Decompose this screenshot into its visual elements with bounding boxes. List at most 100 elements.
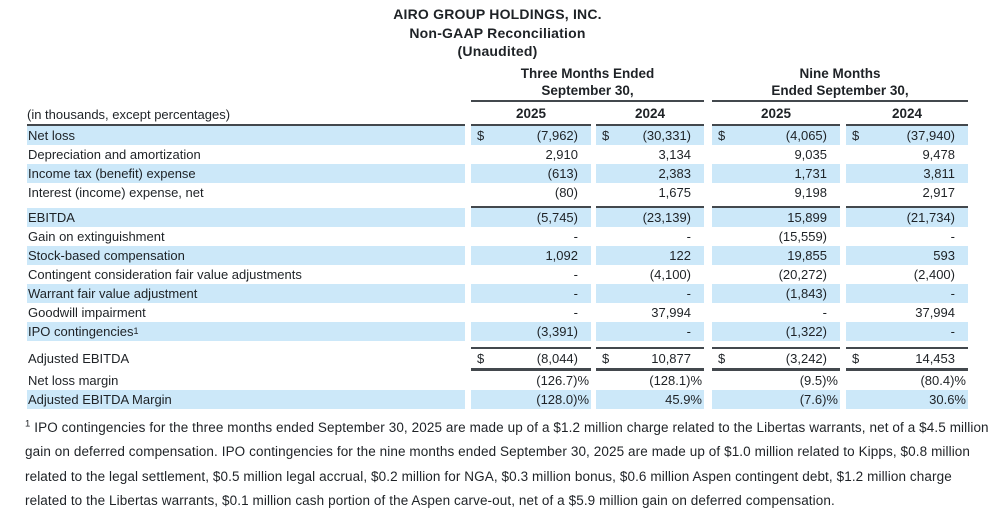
cell-value: (80.4)%: [920, 372, 966, 388]
value-cell: -: [596, 321, 704, 341]
subtotal-rule: [27, 367, 968, 371]
value-cell: (613): [471, 163, 591, 183]
value-cell: (1,322): [712, 321, 840, 341]
value-cell: (2,400): [846, 265, 968, 284]
table-row: Net loss $ (7,962) $ (30,331) $ (4,065) $ (37,94…: [27, 125, 968, 145]
value-cell: $14,453: [846, 349, 968, 368]
value-cell: (1,843): [712, 283, 840, 303]
value-cell: 1,731: [712, 163, 840, 183]
value-cell: (128.0)%: [471, 389, 591, 409]
cell-value: (21,734): [906, 209, 955, 225]
cell-value: 45.9%: [665, 391, 702, 407]
value-cell: $ (37,940): [846, 125, 968, 145]
cell-value: 30.6%: [929, 391, 966, 407]
rule-segment: [596, 205, 704, 208]
row-label-text: Contingent consideration fair value adju…: [28, 266, 302, 282]
row-label-text: Warrant fair value adjustment: [28, 285, 198, 301]
rule-segment: [596, 367, 704, 371]
rule-segment: [712, 205, 840, 208]
value-cell: 37,994: [846, 303, 968, 322]
value-cell: 37,994: [596, 303, 704, 322]
table-header: (in thousands, except percentages) Three…: [27, 63, 968, 126]
document-header: AIRO GROUP HOLDINGS, INC. Non-GAAP Recon…: [27, 0, 968, 61]
value-cell: -: [471, 227, 591, 246]
year-column-header: 2024: [596, 102, 704, 126]
cell-value: (613): [547, 165, 578, 181]
value-cell: $ (7,962): [471, 125, 591, 145]
rule-segment: [712, 367, 840, 371]
row-label: Warrant fair value adjustment: [27, 283, 465, 303]
value-cell: (23,139): [596, 207, 704, 227]
cell-value: 1,092: [545, 247, 578, 263]
cell-value: 9,198: [794, 184, 827, 200]
value-cell: 2,383: [596, 163, 704, 183]
cell-value: 2,383: [658, 165, 691, 181]
row-label-text: IPO contingencies: [28, 323, 134, 339]
rule-segment: [846, 205, 968, 208]
value-cell: 1,092: [471, 245, 591, 265]
rule-segment: [596, 346, 704, 349]
row-label: Net loss: [27, 125, 465, 145]
table-row: Adjusted EBITDA $ (8,044) $10,877 $ (3,242) $1…: [27, 349, 968, 368]
value-cell: 19,855: [712, 245, 840, 265]
value-cell: (126.7)%: [471, 371, 591, 390]
value-cell: -: [596, 227, 704, 246]
row-label: Gain on extinguishment: [27, 227, 465, 246]
value-cell: 2,917: [846, 183, 968, 202]
rule-segment: [471, 346, 591, 349]
cell-value: (1,322): [785, 323, 827, 339]
value-cell: 122: [596, 245, 704, 265]
footnote-1: 1 IPO contingencies for the three months…: [25, 416, 991, 509]
cell-value: 10,877: [651, 350, 691, 366]
cell-value: 1,675: [658, 184, 691, 200]
cell-value: 3,811: [923, 165, 955, 181]
currency-symbol: $: [477, 350, 485, 366]
row-label: Depreciation and amortization: [27, 145, 465, 164]
row-label: Goodwill impairment: [27, 303, 465, 322]
row-label-text: Goodwill impairment: [28, 304, 146, 320]
value-cell: 3,134: [596, 145, 704, 164]
cell-value: 122: [669, 247, 691, 263]
value-cell: 2,910: [471, 145, 591, 164]
row-label-text: Adjusted EBITDA: [28, 350, 130, 366]
rule-segment: [846, 367, 968, 371]
value-cell: $ (3,242): [712, 349, 840, 368]
cell-value: 2,917: [922, 184, 955, 200]
group-label-line1: Nine Months: [799, 65, 881, 81]
value-cell: -: [471, 303, 591, 322]
cell-value: -: [573, 304, 578, 320]
cell-value: 37,994: [651, 304, 691, 320]
cell-value: (4,065): [785, 127, 827, 143]
value-cell: 9,198: [712, 183, 840, 202]
row-label-text: Income tax (benefit) expense: [28, 165, 196, 181]
rule-segment: [471, 205, 591, 208]
cell-value: (128.0)%: [536, 391, 589, 407]
table-row: Gain on extinguishment - - (15,559) -: [27, 227, 968, 246]
row-label: Interest (income) expense, net: [27, 183, 465, 202]
row-label-text: Net loss margin: [28, 372, 119, 388]
cell-value: 14,453: [915, 350, 955, 366]
currency-symbol: $: [852, 350, 860, 366]
value-cell: 3,811: [846, 163, 968, 183]
cell-value: (3,391): [536, 323, 578, 339]
table-row: Depreciation and amortization 2,910 3,134 9…: [27, 145, 968, 164]
cell-value: (1,843): [785, 285, 827, 301]
value-cell: -: [846, 227, 968, 246]
units-note: (in thousands, except percentages): [27, 63, 465, 126]
currency-symbol: $: [718, 127, 726, 143]
value-cell: 9,478: [846, 145, 968, 164]
row-label-text: EBITDA: [28, 209, 75, 225]
cell-value: (15,559): [778, 228, 827, 244]
cell-value: 2,910: [545, 146, 578, 162]
cell-value: 593: [933, 247, 955, 263]
table-row: Goodwill impairment - 37,994 - 37,994: [27, 303, 968, 322]
cell-value: 1,731: [794, 165, 827, 181]
table-row: Contingent consideration fair value adju…: [27, 265, 968, 284]
cell-value: 9,478: [922, 146, 955, 162]
company-name: AIRO GROUP HOLDINGS, INC.: [393, 6, 602, 22]
value-cell: $ (30,331): [596, 125, 704, 145]
value-cell: 593: [846, 245, 968, 265]
audit-status: (Unaudited): [457, 43, 538, 59]
subtotal-rule: [27, 205, 968, 208]
